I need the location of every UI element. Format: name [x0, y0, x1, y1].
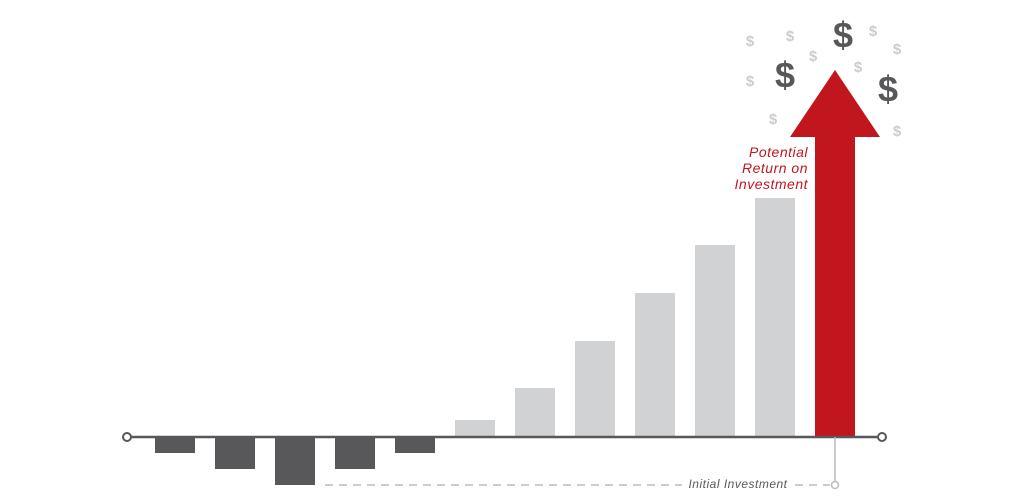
dollar-symbol: $: [833, 15, 853, 56]
leader-end: [830, 480, 840, 490]
bar: [755, 198, 795, 437]
highlight-label: Potential Return on Investment: [734, 144, 808, 192]
bar: [215, 437, 255, 469]
bar: [335, 437, 375, 469]
bar: [575, 341, 615, 437]
bar: [515, 388, 555, 437]
baseline-label: Initial Investment: [688, 477, 787, 491]
dollar-symbol: $: [878, 69, 898, 110]
bar: [695, 245, 735, 437]
dollar-symbol: $: [786, 28, 795, 45]
dollar-symbol: $: [746, 33, 755, 50]
dollar-symbol: $: [769, 111, 778, 128]
bar: [455, 420, 495, 437]
dollar-symbol: $: [854, 59, 863, 76]
dollar-symbol: $: [746, 73, 755, 90]
bar: [155, 437, 195, 453]
dollar-symbol: $: [775, 55, 795, 96]
bar: [635, 293, 675, 437]
dollar-symbol: $: [869, 23, 878, 40]
dollar-symbol: $: [893, 123, 902, 140]
dollar-symbol: $: [809, 48, 818, 65]
highlight-arrow: [790, 70, 880, 437]
axis-end: [877, 432, 887, 442]
bar: [395, 437, 435, 453]
axis-end: [122, 432, 132, 442]
bar: [275, 437, 315, 485]
dollar-symbol: $: [893, 41, 902, 58]
